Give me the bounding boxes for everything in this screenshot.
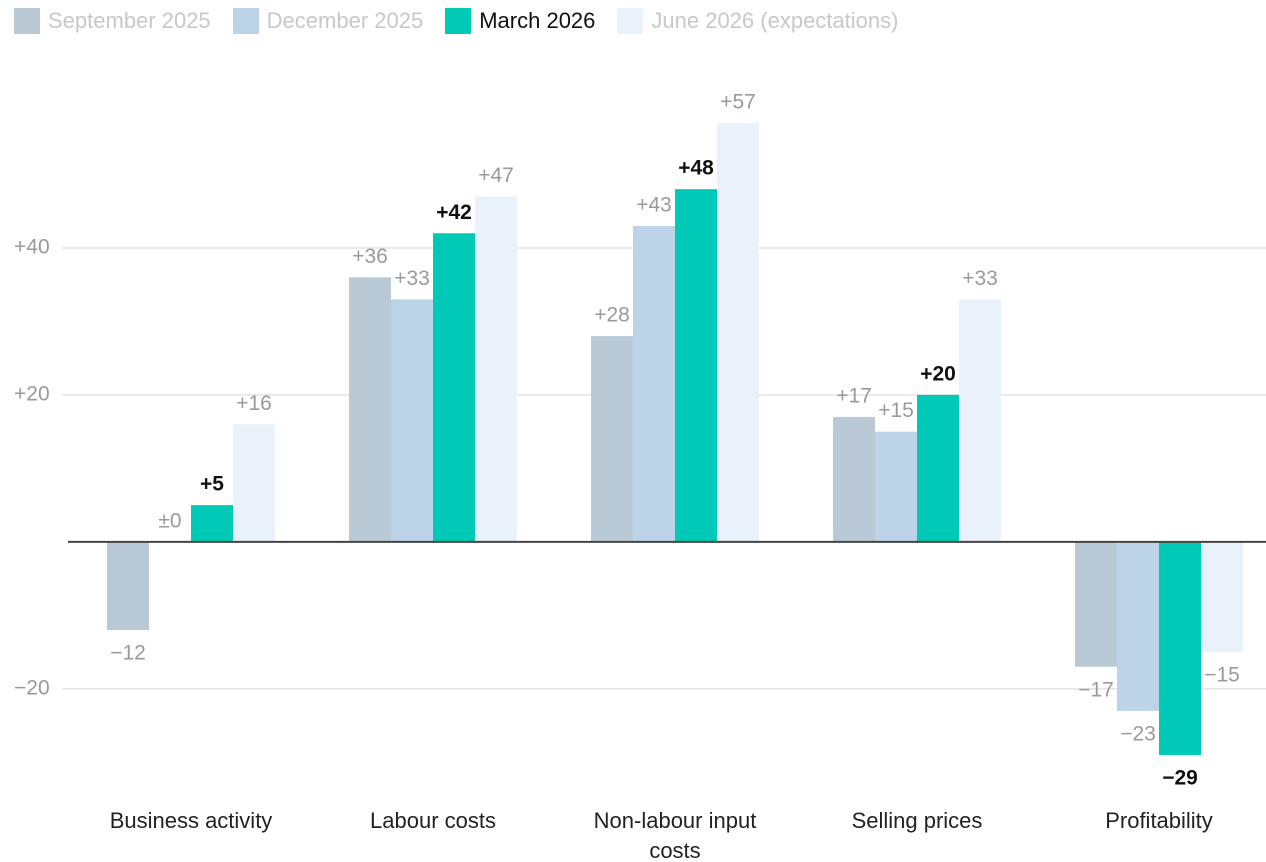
value-label: +16 [236,392,272,415]
bar [959,299,1001,542]
bar [1117,541,1159,711]
legend-item: June 2026 (expectations) [617,8,898,34]
legend-label: March 2026 [479,8,596,33]
value-label: +33 [962,267,998,290]
value-label: −23 [1120,722,1156,745]
y-tick-label: +40 [14,236,50,259]
value-label: +48 [678,157,714,180]
value-label: +17 [836,385,872,408]
x-tick-label: Selling prices [851,808,983,833]
bar [233,424,275,542]
legend-swatch [232,8,259,34]
bar [675,189,717,542]
legend: September 2025 December 2025 March 2026 Jun… [14,8,898,34]
bar [391,299,433,542]
bar [1075,541,1117,667]
bar [191,505,233,542]
value-label: ±0 [158,509,181,532]
value-label: +43 [636,193,672,216]
legend-label: December 2025 [266,8,424,33]
value-label: −29 [1162,767,1198,790]
value-label: −17 [1078,678,1114,701]
value-label: +5 [200,473,224,496]
legend-item: September 2025 [14,8,211,34]
value-label: +15 [878,399,914,422]
legend-swatch [14,8,40,34]
y-tick-label: −20 [14,676,50,699]
value-label: +20 [920,362,956,385]
bar [1159,541,1201,755]
bar [917,394,959,542]
value-label: +28 [594,304,630,327]
x-tick-label: Non-labour input costs [593,808,757,862]
legend-item: December 2025 [232,8,424,34]
value-label: +36 [352,245,388,268]
legend-label: June 2026 (expectations) [651,8,899,33]
legend-label: September 2025 [48,8,211,33]
x-tick-label: Labour costs [370,808,496,833]
bar [633,225,675,542]
bar [591,336,633,542]
legend-swatch [617,8,644,34]
bar [717,123,759,542]
x-tick-label: Profitability [1105,808,1213,833]
bar [433,233,475,542]
value-label: +33 [394,267,430,290]
bar [833,416,875,542]
value-label: +47 [478,164,514,187]
legend-item: March 2026 [445,8,595,34]
bar [349,277,391,542]
value-label: +57 [720,91,756,114]
bar [475,196,517,542]
value-label: +42 [436,201,472,224]
x-tick-label: Business activity [109,808,273,833]
value-label: −15 [1204,664,1240,687]
bar [1201,541,1243,653]
legend-swatch [445,8,472,34]
bar [107,541,149,631]
value-label: −12 [110,642,146,665]
y-tick-label: +20 [14,382,50,405]
bar [875,431,917,542]
